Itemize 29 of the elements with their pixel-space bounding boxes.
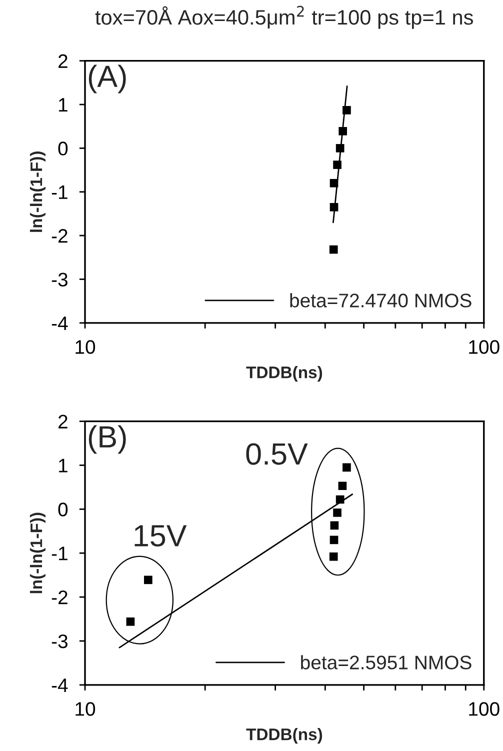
- y-tick-label: -3: [52, 634, 68, 648]
- y-axis-title: ln(-ln(1-F)): [30, 512, 46, 594]
- annotation: (A): [88, 64, 126, 94]
- y-tick-label: -1: [52, 186, 68, 199]
- y-tick-label: -4: [52, 316, 68, 330]
- x-tick-label: 10: [76, 340, 96, 354]
- x-tick-label: 100: [469, 340, 500, 354]
- annotation: 15V: [134, 525, 187, 547]
- y-tick-label: -2: [52, 229, 68, 243]
- legend-label: beta=2.5951 NMOS: [301, 655, 472, 670]
- chart-title: tox=70Å Aox=40.5μm$^{2}$ tr=100 ps tp=1 ns: [95, 6, 473, 29]
- y-tick-label: 2: [58, 414, 68, 428]
- y-tick-label: 0: [58, 502, 68, 516]
- y-tick-label: 1: [59, 458, 68, 472]
- y-tick-label: 1: [59, 98, 68, 112]
- x-tick-label: 10: [76, 702, 96, 716]
- y-axis-title: ln(-ln(1-F)): [30, 152, 46, 232]
- y-tick-label: -4: [52, 678, 68, 692]
- y-tick-label: -3: [52, 272, 68, 286]
- annotation: (B): [88, 425, 126, 454]
- x-axis-title: TDDB(ns): [246, 728, 322, 744]
- y-tick-label: 2: [58, 54, 68, 68]
- y-tick-label: -1: [52, 546, 68, 560]
- y-tick-label: 0: [58, 142, 68, 156]
- y-tick-label: -2: [52, 590, 68, 604]
- legend-label: beta=72.4740 NMOS: [290, 293, 472, 308]
- x-tick-label: 100: [469, 702, 500, 716]
- x-axis-title: TDDB(ns): [246, 366, 322, 382]
- annotation: 0.5V: [246, 443, 308, 465]
